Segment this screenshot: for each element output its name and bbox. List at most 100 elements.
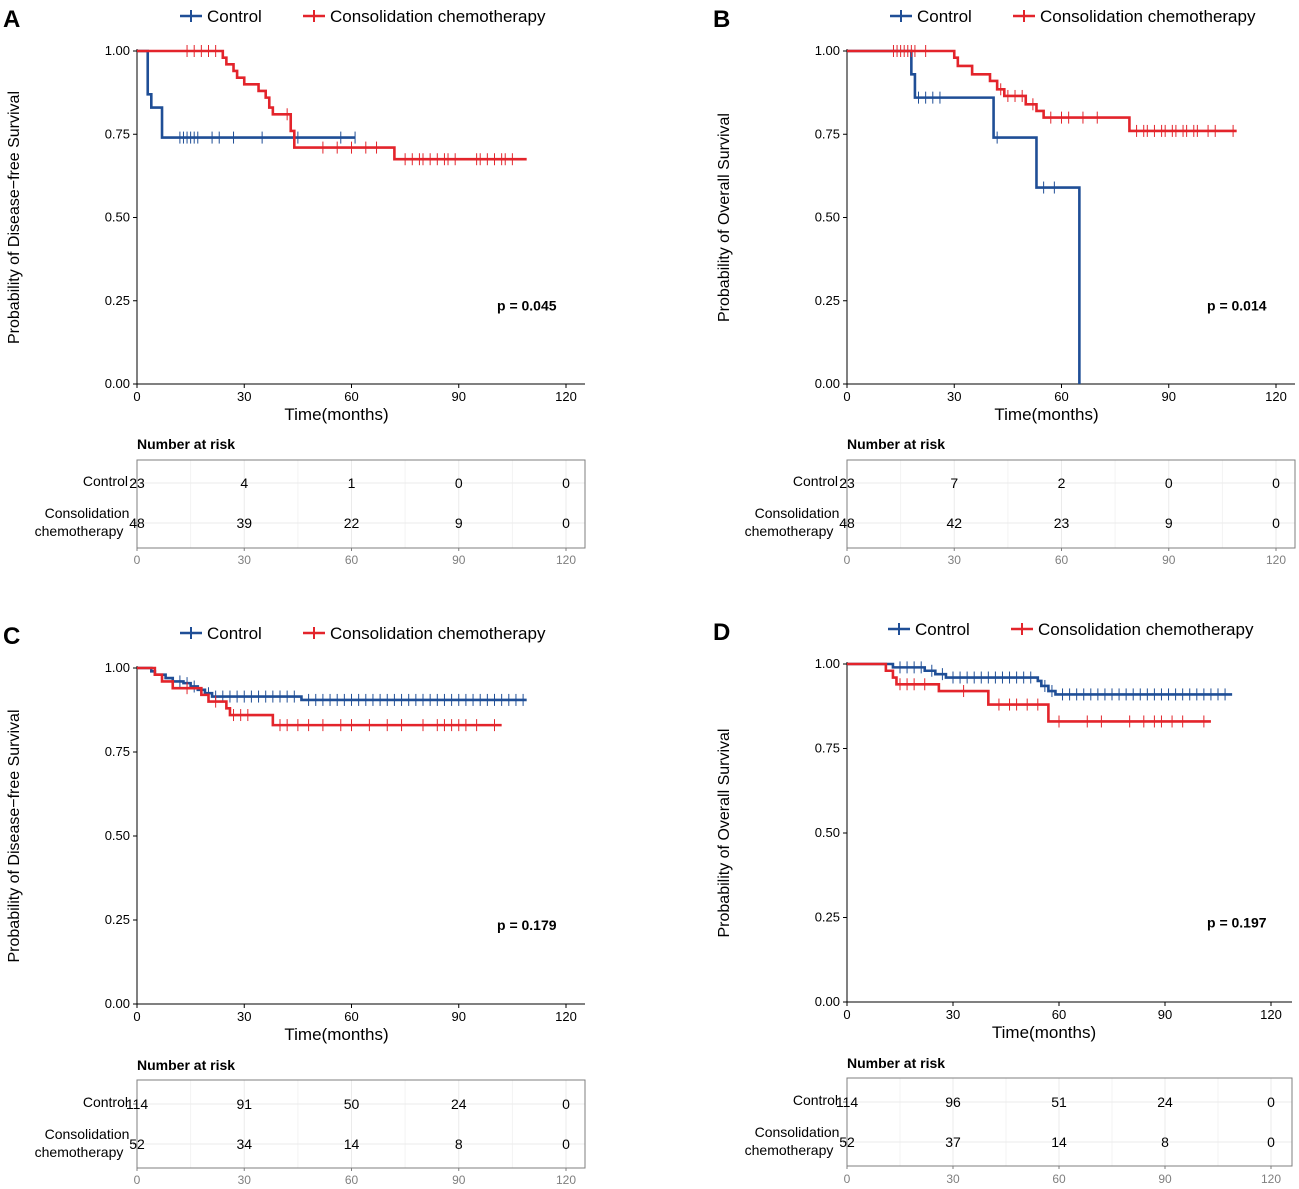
risk-cell: 14: [344, 1136, 360, 1152]
x-tick-label: 30: [237, 1009, 251, 1024]
risk-row-label: Consolidation: [45, 1126, 130, 1142]
panel-a: A Control Consolidation chemotherapy0.000.…: [3, 6, 586, 567]
x-tick-label: 30: [947, 389, 961, 404]
x-axis-title: Time(months): [992, 1023, 1096, 1042]
legend: Control Consolidation chemotherapy: [180, 624, 546, 643]
risk-cell: 37: [945, 1134, 961, 1150]
risk-cell: 0: [562, 475, 570, 491]
y-tick-label: 1.00: [815, 43, 840, 58]
panel-c: C Control Consolidation chemotherapy0.000.…: [3, 623, 586, 1187]
panel-letter: B: [713, 6, 730, 33]
x-tick-label: 0: [133, 1009, 140, 1024]
risk-row-label: Control: [83, 473, 128, 489]
legend-label: Consolidation chemotherapy: [1038, 620, 1254, 639]
risk-cell: 0: [455, 475, 463, 491]
risk-x-tick-label: 0: [844, 553, 851, 567]
x-tick-label: 120: [555, 389, 577, 404]
risk-x-tick-label: 90: [1158, 1172, 1172, 1186]
risk-x-tick-label: 30: [238, 1173, 252, 1187]
risk-cell: 23: [839, 475, 855, 491]
y-tick-label: 0.00: [815, 994, 840, 1009]
x-tick-label: 90: [1162, 389, 1176, 404]
x-tick-label: 90: [452, 389, 466, 404]
p-value: p = 0.045: [497, 298, 557, 314]
p-value: p = 0.197: [1207, 915, 1267, 931]
x-tick-label: 0: [843, 1007, 850, 1022]
km-curve: [847, 662, 1211, 723]
legend-label: Control: [207, 7, 262, 26]
y-tick-label: 0.25: [105, 293, 130, 308]
risk-cell: 48: [839, 515, 855, 531]
risk-cell: 0: [562, 1096, 570, 1112]
km-curve: [137, 666, 527, 702]
risk-row-label: Control: [793, 1092, 838, 1108]
panel-letter: C: [3, 623, 20, 650]
risk-cell: 23: [129, 475, 145, 491]
km-curve: [847, 662, 1233, 696]
risk-cell: 52: [129, 1136, 145, 1152]
risk-cell: 50: [344, 1096, 360, 1112]
risk-cell: 91: [236, 1096, 252, 1112]
risk-cell: 9: [1165, 515, 1173, 531]
y-tick-label: 0.25: [105, 912, 130, 927]
risk-table-border: [136, 1079, 586, 1169]
x-tick-label: 120: [555, 1009, 577, 1024]
risk-cell: 24: [451, 1096, 467, 1112]
km-curve: [137, 666, 502, 727]
x-tick-label: 60: [1054, 389, 1068, 404]
km-curve: [137, 49, 527, 161]
panel-letter: D: [713, 619, 730, 646]
series-consolidation: [847, 662, 1211, 728]
risk-table-title: Number at risk: [847, 1055, 945, 1071]
y-tick-label: 0.50: [105, 210, 130, 225]
risk-cell: 9: [455, 515, 463, 531]
risk-row-label: Consolidation: [755, 1124, 840, 1140]
series-control: [847, 661, 1233, 701]
p-value: p = 0.014: [1207, 298, 1267, 314]
km-curve: [137, 49, 356, 139]
risk-table-border: [846, 459, 1296, 549]
axes: 0.00 0.25 0.50 0.75 1.00 0 30 60 90 120: [815, 656, 1292, 1022]
y-tick-label: 0.75: [105, 126, 130, 141]
y-tick-label: 0.50: [105, 828, 130, 843]
series-consolidation: [137, 666, 502, 732]
risk-row-label: Control: [83, 1094, 128, 1110]
legend: Control Consolidation chemotherapy: [888, 620, 1254, 639]
risk-x-tick-label: 30: [946, 1172, 960, 1186]
panel-d: D Control Consolidation chemotherapy0.000.…: [713, 619, 1293, 1186]
risk-cell: 0: [562, 515, 570, 531]
risk-x-tick-label: 30: [948, 553, 962, 567]
risk-x-tick-label: 30: [238, 553, 252, 567]
y-tick-label: 1.00: [105, 660, 130, 675]
risk-cell: 114: [126, 1096, 149, 1112]
risk-cell: 0: [1267, 1134, 1275, 1150]
risk-x-tick-label: 0: [134, 1173, 141, 1187]
risk-table-title: Number at risk: [847, 436, 945, 452]
x-tick-label: 0: [133, 389, 140, 404]
y-tick-label: 0.75: [105, 744, 130, 759]
y-tick-label: 0.25: [815, 293, 840, 308]
risk-x-tick-label: 90: [452, 1173, 466, 1187]
risk-cell: 114: [836, 1094, 859, 1110]
risk-row-label: Control: [793, 473, 838, 489]
y-tick-label: 0.00: [105, 996, 130, 1011]
km-curve: [847, 49, 1081, 384]
axes: 0.00 0.25 0.50 0.75 1.00 0 30 60 90 120: [105, 660, 585, 1024]
risk-x-tick-label: 120: [556, 1173, 576, 1187]
y-tick-label: 0.75: [815, 126, 840, 141]
risk-cell: 0: [1267, 1094, 1275, 1110]
risk-cell: 51: [1051, 1094, 1067, 1110]
y-tick-label: 1.00: [815, 656, 840, 671]
risk-x-tick-label: 90: [452, 553, 466, 567]
axes: 0.00 0.25 0.50 0.75 1.00 0 30 60 90 120: [815, 43, 1295, 404]
risk-cell: 2: [1058, 475, 1066, 491]
risk-cell: 48: [129, 515, 145, 531]
x-tick-label: 30: [946, 1007, 960, 1022]
risk-row-label: chemotherapy: [35, 1144, 124, 1160]
risk-table: Number at risk Control 23 4 1 0 0 Consolidation…: [35, 436, 586, 567]
risk-cell: 8: [1161, 1134, 1169, 1150]
x-tick-label: 0: [843, 389, 850, 404]
